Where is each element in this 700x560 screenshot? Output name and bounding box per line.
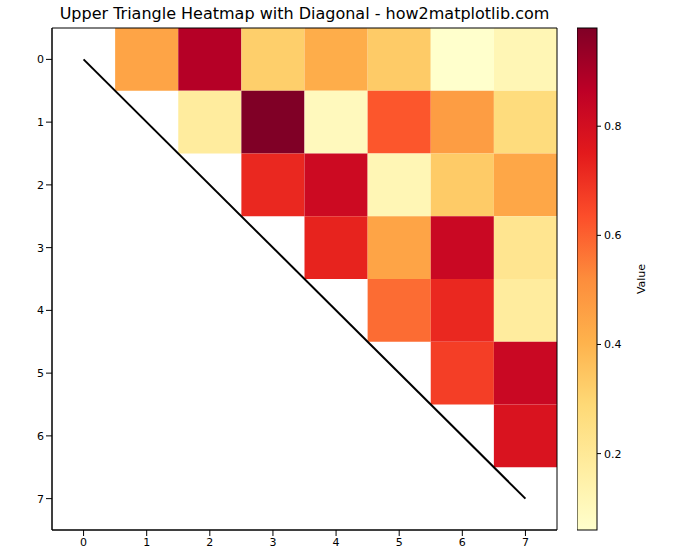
svg-text:0: 0 [37,53,44,66]
svg-text:7: 7 [522,536,529,549]
svg-text:2: 2 [206,536,213,549]
svg-text:4: 4 [333,536,340,549]
svg-text:1: 1 [143,536,150,549]
svg-text:5: 5 [37,367,44,380]
svg-text:1: 1 [37,116,44,129]
svg-text:0.6: 0.6 [604,229,622,242]
svg-text:3: 3 [269,536,276,549]
svg-text:5: 5 [396,536,403,549]
svg-text:3: 3 [37,242,44,255]
svg-text:6: 6 [37,430,44,443]
svg-text:7: 7 [37,493,44,506]
html-text:Upper Triangle Heatmap with Di: Upper Triangle Heatmap with Diagonal - h… [59,4,550,23]
svg-text:0.4: 0.4 [604,338,622,351]
svg-text:6: 6 [459,536,466,549]
svg-text:0.2: 0.2 [604,448,622,461]
svg-text:Value: Value [635,264,648,294]
svg-text:2: 2 [37,179,44,192]
svg-text:0: 0 [80,536,87,549]
svg-text:4: 4 [37,304,44,317]
svg-text:0.8: 0.8 [604,120,622,133]
